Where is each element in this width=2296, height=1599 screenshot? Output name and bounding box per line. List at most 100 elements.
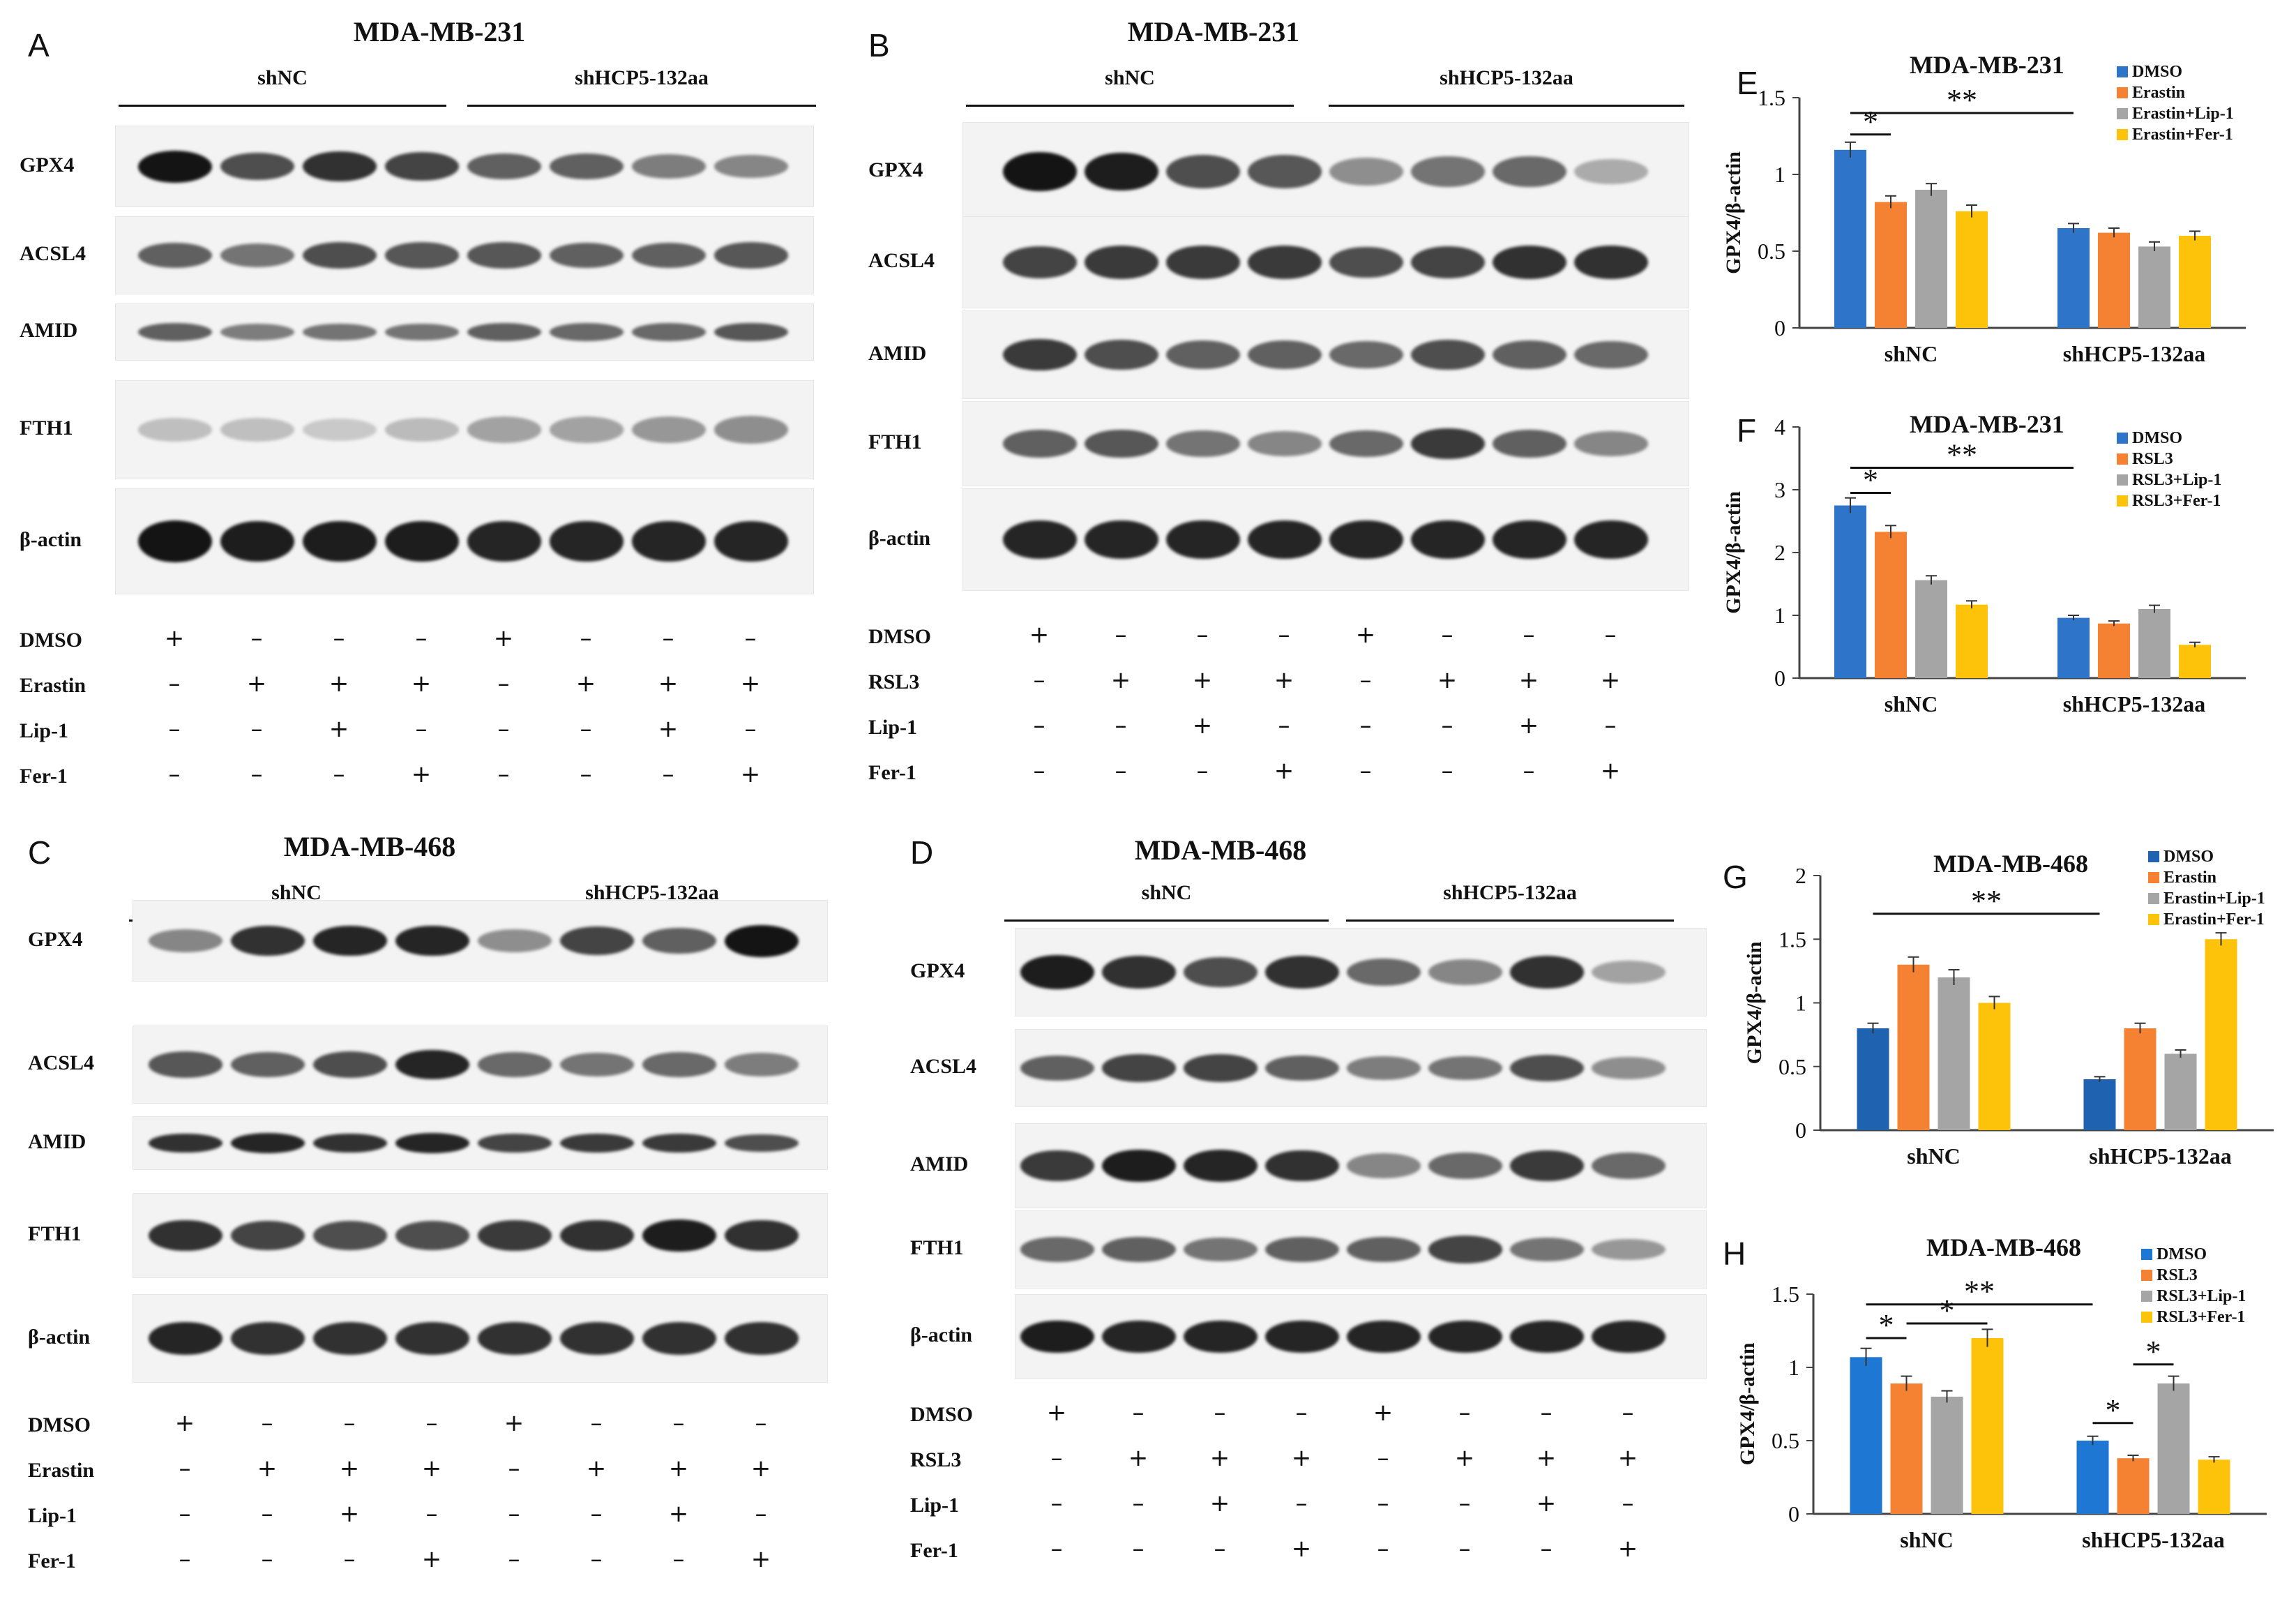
- legend-label: Erastin: [2163, 869, 2216, 887]
- y-axis-label: GPX4/β-actin: [1722, 151, 1745, 274]
- blot-strip: [115, 216, 814, 294]
- protein-band: [724, 924, 799, 957]
- x-category-label: shNC: [1907, 1143, 1960, 1169]
- protein-band: [713, 521, 789, 562]
- blot-strip: [133, 1294, 828, 1383]
- blot-strip: [115, 380, 814, 479]
- treatment-sign: –: [1622, 1399, 1634, 1427]
- protein-label: ACSL4: [868, 249, 935, 272]
- protein-band: [312, 925, 388, 956]
- protein-band: [1166, 520, 1240, 560]
- protein-band: [230, 926, 305, 956]
- protein-band: [1574, 159, 1648, 184]
- bar: [2117, 1458, 2150, 1514]
- treatment-sign: –: [580, 715, 592, 743]
- treatment-sign: +: [411, 760, 432, 788]
- treatment-sign: –: [343, 1409, 356, 1437]
- y-axis-label: GPX4/β-actin: [1743, 941, 1766, 1064]
- treatment-sign: –: [497, 760, 510, 788]
- legend-swatch: [2141, 1249, 2152, 1260]
- treatment-sign: +: [1209, 1444, 1230, 1472]
- protein-band: [220, 152, 295, 181]
- treatment-sign: –: [744, 715, 757, 743]
- protein-band: [384, 323, 460, 341]
- legend-swatch: [2148, 872, 2159, 883]
- treatment-sign: –: [1033, 757, 1045, 785]
- blot-strip: [962, 401, 1689, 486]
- treatment-sign: –: [333, 760, 345, 788]
- protein-band: [1020, 1320, 1094, 1353]
- y-tick-label: 0: [1795, 1118, 1806, 1143]
- bar: [1834, 505, 1866, 678]
- treatment-sign: +: [575, 670, 596, 698]
- legend-swatch: [2117, 453, 2128, 465]
- protein-band: [1347, 1321, 1421, 1353]
- protein-band: [631, 323, 707, 341]
- treatment-label: Fer-1: [868, 761, 916, 784]
- protein-band: [713, 322, 789, 342]
- protein-band: [1265, 1055, 1339, 1081]
- bar: [2098, 623, 2130, 678]
- protein-band: [220, 418, 295, 442]
- protein-label: AMID: [868, 341, 927, 365]
- protein-band: [1510, 1054, 1584, 1082]
- treatment-sign: –: [1033, 666, 1045, 694]
- protein-band: [559, 1322, 635, 1355]
- panel-label: B: [868, 27, 890, 63]
- legend-swatch: [2117, 129, 2128, 140]
- protein-band: [642, 1052, 717, 1077]
- treatment-sign: –: [1359, 712, 1372, 740]
- bar: [1875, 202, 1907, 328]
- panel-label: C: [28, 834, 52, 871]
- bar: [1834, 149, 1866, 328]
- protein-band: [477, 1322, 552, 1355]
- legend-swatch: [2117, 433, 2128, 444]
- treatment-sign: –: [179, 1455, 191, 1482]
- bar: [2138, 609, 2170, 678]
- treatment-sign: +: [493, 624, 514, 652]
- legend-label: DMSO: [2157, 1245, 2207, 1263]
- protein-band: [724, 1134, 799, 1153]
- protein-band: [302, 151, 377, 181]
- y-tick-label: 1: [1795, 991, 1806, 1016]
- blot-strip: [1015, 1210, 1707, 1289]
- bar: [1956, 604, 1988, 678]
- blot-strip: [1015, 1294, 1707, 1379]
- blot-strip: [962, 216, 1689, 308]
- protein-band: [1574, 340, 1648, 369]
- treatment-sign: –: [1115, 757, 1127, 785]
- treatment-sign: –: [744, 624, 757, 652]
- legend-label: DMSO: [2163, 848, 2214, 866]
- y-tick-label: 1: [1788, 1355, 1799, 1380]
- protein-band: [631, 242, 707, 269]
- protein-band: [220, 520, 295, 562]
- y-tick-label: 1: [1774, 162, 1785, 187]
- treatment-sign: +: [750, 1455, 771, 1482]
- protein-band: [1574, 245, 1648, 280]
- treatment-sign: +: [1110, 666, 1131, 694]
- legend-swatch: [2117, 474, 2128, 486]
- legend-swatch: [2141, 1270, 2152, 1281]
- protein-band: [1493, 340, 1566, 369]
- treatment-sign: –: [497, 715, 510, 743]
- protein-band: [1003, 246, 1077, 279]
- treatment-sign: +: [1536, 1489, 1557, 1517]
- bar: [2076, 1441, 2109, 1514]
- legend-label: DMSO: [2132, 63, 2182, 81]
- protein-band: [559, 1052, 635, 1077]
- protein-band: [302, 323, 377, 341]
- treatment-label: Lip-1: [28, 1504, 77, 1527]
- treatment-label: Fer-1: [28, 1549, 76, 1572]
- treatment-sign: +: [339, 1455, 360, 1482]
- protein-band: [312, 1221, 388, 1250]
- protein-band: [1248, 431, 1322, 456]
- treatment-label: Lip-1: [868, 716, 918, 739]
- protein-label: AMID: [28, 1129, 86, 1153]
- treatment-sign: +: [1291, 1535, 1312, 1563]
- protein-band: [713, 154, 789, 179]
- protein-label: β-actin: [910, 1323, 973, 1346]
- bar: [1850, 1357, 1882, 1514]
- protein-band: [477, 1052, 552, 1077]
- protein-label: FTH1: [910, 1236, 964, 1259]
- protein-band: [724, 1053, 799, 1076]
